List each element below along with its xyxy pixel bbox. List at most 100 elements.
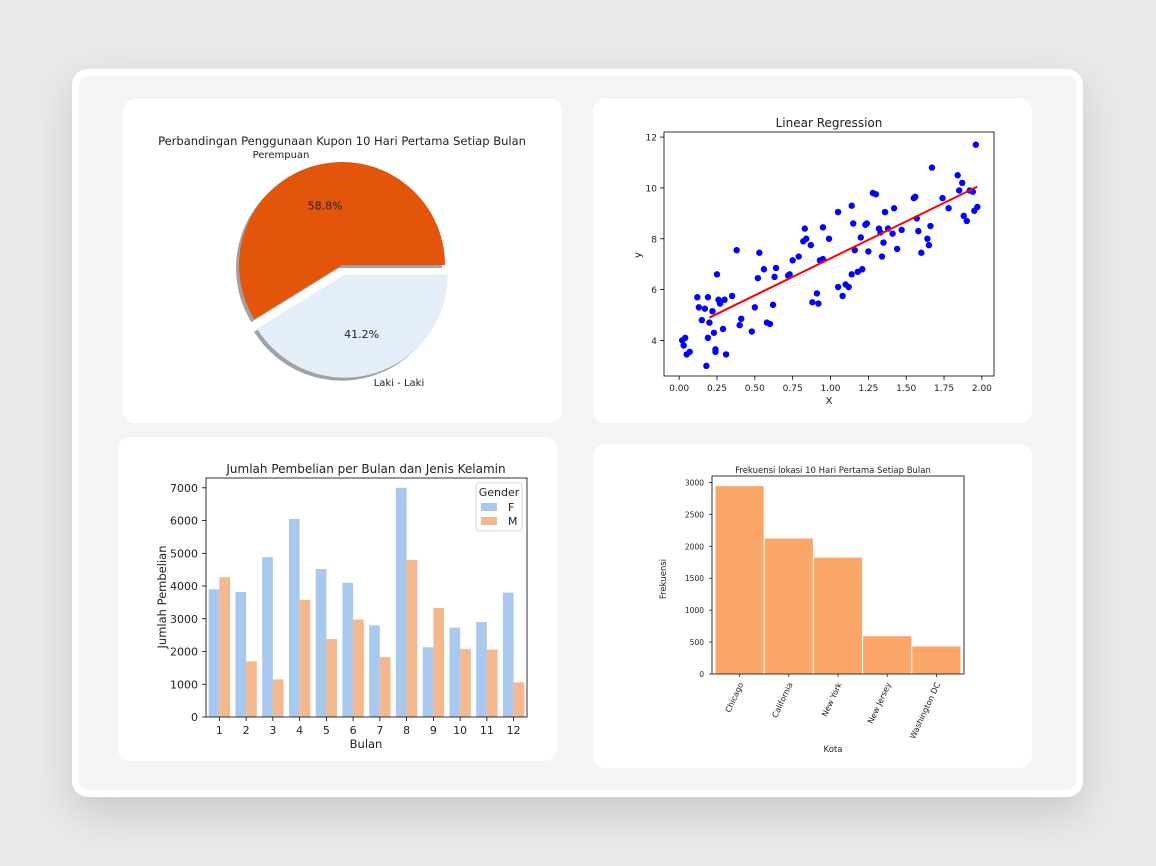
scatter-point [748, 328, 755, 335]
regression-xtick-label: 1.00 [820, 384, 840, 394]
scatter-point [756, 249, 763, 256]
scatter-point [945, 205, 952, 212]
scatter-point [809, 299, 816, 306]
scatter-point [974, 203, 981, 211]
pie-label-laki-laki: Laki - Laki [374, 378, 425, 389]
regression-xtick-label: 1.25 [858, 384, 878, 394]
scatter-point [889, 230, 896, 237]
location-ytick-label: 1500 [685, 574, 704, 583]
scatter-point [803, 235, 810, 242]
regression-xtick-label: 0.25 [707, 384, 727, 394]
scatter-point [813, 290, 821, 297]
scatter-point [939, 194, 946, 202]
location-bar-xlabel: Kota [824, 745, 843, 755]
gender-bar-ytick-label: 7000 [170, 482, 198, 495]
scatter-point [848, 202, 855, 209]
scatter-point [825, 235, 833, 242]
scatter-point [954, 172, 961, 179]
location-ytick-label: 1000 [685, 606, 704, 615]
location-xtick-label: Chicago [724, 681, 746, 714]
location-ytick-label: 2000 [685, 542, 704, 551]
location-ytick-label: 3000 [685, 478, 704, 487]
pie-chart-card: 58.8% 41.2% Perbandingan Penggunaan Kupon … [123, 99, 562, 423]
scatter-point [851, 246, 858, 254]
gender-bar-xtick-label: 2 [243, 724, 250, 737]
gender-bar-xtick-label: 10 [453, 724, 467, 737]
legend-swatch-f [481, 503, 497, 511]
regression-ytick-label: 10 [646, 184, 658, 194]
scatter-point [754, 274, 762, 282]
scatter-point [872, 191, 880, 198]
bar-m-month-6 [353, 619, 364, 717]
scatter-point [815, 300, 822, 307]
scatter-point [850, 220, 857, 227]
scatter-point [880, 239, 887, 246]
bar-m-month-10 [460, 648, 471, 717]
legend-swatch-m [481, 517, 497, 525]
bar-m-month-2 [246, 661, 257, 717]
bar-f-month-9 [422, 647, 434, 717]
gender-bar-xtick-label: 11 [480, 724, 494, 737]
bar-m-month-7 [379, 657, 391, 717]
bar-new-york [812, 556, 864, 675]
gender-bar-xtick-label: 4 [296, 724, 303, 737]
scatter-point [918, 249, 925, 256]
scatter-point [834, 283, 842, 291]
bar-f-month-2 [235, 591, 247, 717]
pie-slice-perempuan [239, 162, 445, 320]
scatter-point [733, 246, 740, 254]
scatter-point [712, 346, 719, 353]
bar-m-month-3 [272, 679, 284, 717]
regression-xtick-label: 0.00 [669, 384, 689, 394]
gender-bar-ytick-label: 0 [191, 711, 198, 724]
pie-label-perempuan: Perempuan [253, 150, 310, 161]
scatter-point [680, 342, 687, 349]
bar-f-month-1 [208, 589, 220, 717]
location-ytick-label: 500 [690, 638, 705, 647]
bar-f-month-11 [476, 622, 487, 717]
scatter-point [890, 205, 898, 212]
pie-slice-laki-laki [257, 274, 448, 378]
gender-bar-ytick-label: 6000 [170, 515, 198, 528]
scatter-point [728, 292, 736, 300]
scatter-point [839, 292, 846, 300]
regression-xtick-label: 1.75 [934, 384, 954, 394]
scatter-point [865, 248, 872, 255]
scatter-point [845, 283, 852, 291]
regression-ylabel: y [633, 252, 644, 258]
gender-bar-ytick-label: 4000 [170, 580, 198, 593]
bar-m-month-8 [406, 559, 418, 717]
gender-bar-chart: Jumlah Pembelian per Bulan dan Jenis Kel… [155, 462, 528, 751]
bar-m-month-4 [299, 599, 311, 717]
location-ytick-label: 2500 [685, 510, 704, 519]
scatter-point [686, 348, 693, 356]
location-xtick-label: New York [820, 681, 844, 718]
scatter-point [924, 235, 931, 242]
bar-new-jersey [862, 635, 913, 675]
scatter-point [681, 334, 689, 342]
location-ytick-label: 0 [699, 670, 704, 679]
scatter-point [807, 241, 815, 249]
scatter-point [751, 304, 759, 311]
gender-bar-xtick-label: 1 [216, 724, 223, 737]
gender-bar-xtick-label: 12 [507, 724, 521, 737]
gender-bar-ytick-label: 1000 [170, 678, 198, 691]
scatter-point [722, 351, 730, 358]
gender-bar-title: Jumlah Pembelian per Bulan dan Jenis Kel… [225, 462, 505, 476]
regression-xtick-label: 0.50 [745, 384, 765, 394]
scatter-point [927, 222, 934, 230]
regression-ytick-label: 12 [646, 134, 657, 144]
scatter-point [848, 271, 855, 278]
scatter-point [713, 271, 721, 278]
scatter-point [963, 217, 970, 225]
regression-xlabel: X [826, 396, 833, 407]
location-bar-ylabel: Frekuensi [659, 559, 669, 599]
scatter-point [789, 257, 796, 264]
bar-m-month-11 [486, 649, 498, 717]
bar-m-month-1 [219, 577, 231, 717]
scatter-point [925, 241, 933, 249]
scatter-point [704, 294, 712, 301]
bar-m-month-12 [513, 682, 525, 717]
scatter-point [912, 193, 919, 201]
legend-label-m: M [508, 515, 518, 528]
